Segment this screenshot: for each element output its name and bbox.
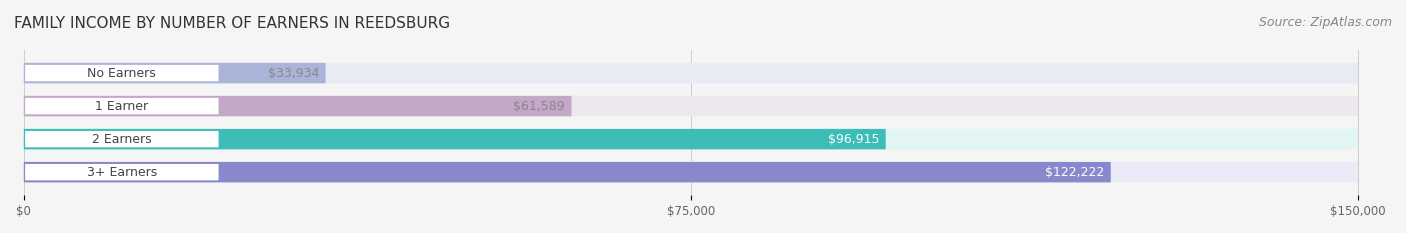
Text: Source: ZipAtlas.com: Source: ZipAtlas.com xyxy=(1258,16,1392,29)
FancyBboxPatch shape xyxy=(24,96,571,116)
Text: $122,222: $122,222 xyxy=(1045,166,1104,179)
FancyBboxPatch shape xyxy=(25,164,218,180)
Text: $33,934: $33,934 xyxy=(267,67,319,80)
FancyBboxPatch shape xyxy=(24,162,1358,182)
Text: 2 Earners: 2 Earners xyxy=(91,133,152,146)
Text: $96,915: $96,915 xyxy=(828,133,879,146)
FancyBboxPatch shape xyxy=(24,129,1358,149)
Text: FAMILY INCOME BY NUMBER OF EARNERS IN REEDSBURG: FAMILY INCOME BY NUMBER OF EARNERS IN RE… xyxy=(14,16,450,31)
Text: 1 Earner: 1 Earner xyxy=(96,99,149,113)
Text: 3+ Earners: 3+ Earners xyxy=(87,166,157,179)
Text: No Earners: No Earners xyxy=(87,67,156,80)
FancyBboxPatch shape xyxy=(24,162,1111,182)
FancyBboxPatch shape xyxy=(24,63,326,83)
FancyBboxPatch shape xyxy=(24,63,1358,83)
FancyBboxPatch shape xyxy=(25,98,218,114)
FancyBboxPatch shape xyxy=(24,96,1358,116)
FancyBboxPatch shape xyxy=(25,131,218,147)
FancyBboxPatch shape xyxy=(25,65,218,81)
FancyBboxPatch shape xyxy=(24,129,886,149)
Text: $61,589: $61,589 xyxy=(513,99,565,113)
